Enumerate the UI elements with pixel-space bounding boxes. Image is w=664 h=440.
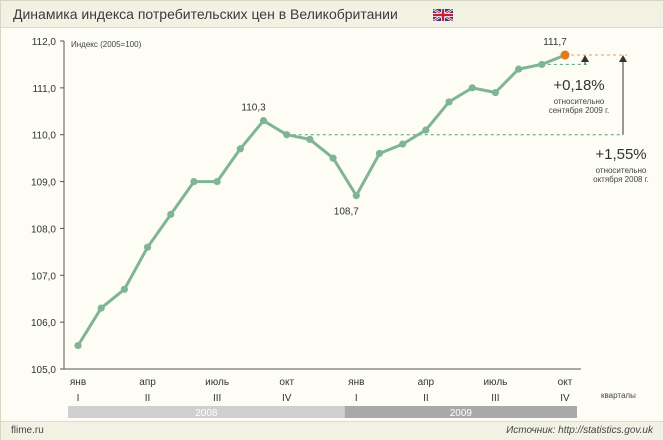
x-quarter-label: IV	[282, 393, 292, 404]
quarters-axis-label: кварталы	[601, 391, 636, 400]
data-point	[259, 117, 268, 125]
y-tick-label: 108,0	[31, 224, 56, 235]
data-point-highlight	[560, 50, 570, 60]
change-vs-oct-2008-caption: относительно	[596, 166, 647, 175]
data-label: 110,3	[241, 103, 266, 114]
year-label: 2009	[450, 408, 473, 419]
arrow-head-icon	[581, 55, 589, 63]
data-point	[120, 285, 128, 293]
x-quarter-label: I	[77, 393, 80, 404]
cpi-line-chart: 105,0 106,0 107,0 108,0 109,0 110,0 111,0 112,0…	[31, 37, 649, 419]
x-quarter-label: II	[145, 393, 151, 404]
cpi-series-line	[76, 53, 566, 347]
x-month-label: окт	[279, 377, 294, 388]
y-tick-label: 105,0	[31, 365, 56, 376]
chart-title: Динамика индекса потребительских цен в В…	[13, 6, 398, 22]
y-tick-label: 112,0	[32, 37, 57, 48]
x-quarter-label: III	[213, 393, 221, 404]
x-month-label: апр	[418, 377, 435, 388]
arrow-head-icon	[619, 55, 627, 63]
uk-flag-icon	[433, 9, 453, 21]
change-vs-sep-2009: +0,18%	[553, 77, 604, 94]
x-month-label: янв	[348, 377, 364, 388]
year-label: 2008	[195, 408, 218, 419]
data-point	[74, 341, 82, 350]
x-month-label: окт	[558, 377, 573, 388]
y-tick-label: 110,0	[32, 131, 57, 142]
data-point	[515, 65, 523, 73]
data-point	[143, 243, 152, 251]
y-tick-label: 107,0	[31, 271, 56, 282]
data-point	[190, 177, 198, 186]
change-vs-oct-2008-caption: октября 2008 г.	[593, 175, 649, 184]
y-axis-label: Индекс (2005=100)	[71, 40, 142, 49]
data-point	[491, 88, 500, 97]
data-point	[399, 140, 407, 148]
data-point	[445, 98, 453, 106]
x-month-label: июль	[483, 377, 507, 388]
footer-source: Источник: http://statistics.gov.uk	[506, 425, 653, 436]
data-point	[422, 126, 430, 134]
data-label: 108,7	[334, 207, 359, 218]
year-bar	[344, 406, 577, 418]
year-bar	[68, 406, 345, 418]
x-quarter-label: II	[423, 393, 429, 404]
x-month-label: янв	[70, 377, 86, 388]
x-month-label: апр	[139, 377, 156, 388]
data-point	[213, 177, 221, 186]
x-month-label: июль	[205, 377, 229, 388]
data-point	[375, 149, 384, 158]
data-label: 111,7	[543, 37, 567, 48]
change-vs-oct-2008: +1,55%	[595, 146, 646, 163]
data-point	[306, 135, 314, 143]
data-point	[236, 145, 244, 153]
data-point	[352, 192, 360, 200]
data-point	[538, 60, 546, 69]
title-bar: Динамика индекса потребительских цен в В…	[1, 1, 663, 28]
data-point	[97, 304, 105, 312]
change-vs-sep-2009-caption: сентября 2009 г.	[549, 106, 610, 115]
x-quarter-label: I	[355, 393, 358, 404]
y-tick-label: 106,0	[31, 318, 56, 329]
data-point	[167, 210, 175, 218]
x-quarter-label: III	[491, 393, 499, 404]
data-point	[283, 131, 291, 139]
footer-site: flime.ru	[11, 425, 44, 436]
data-point	[468, 84, 476, 92]
change-vs-sep-2009-caption: относительно	[554, 97, 605, 106]
y-tick-label: 109,0	[31, 178, 56, 189]
y-tick-label: 111,0	[32, 84, 56, 95]
data-point	[329, 154, 337, 162]
footer: flime.ru Источник: http://statistics.gov…	[1, 421, 663, 440]
x-quarter-label: IV	[560, 393, 570, 404]
